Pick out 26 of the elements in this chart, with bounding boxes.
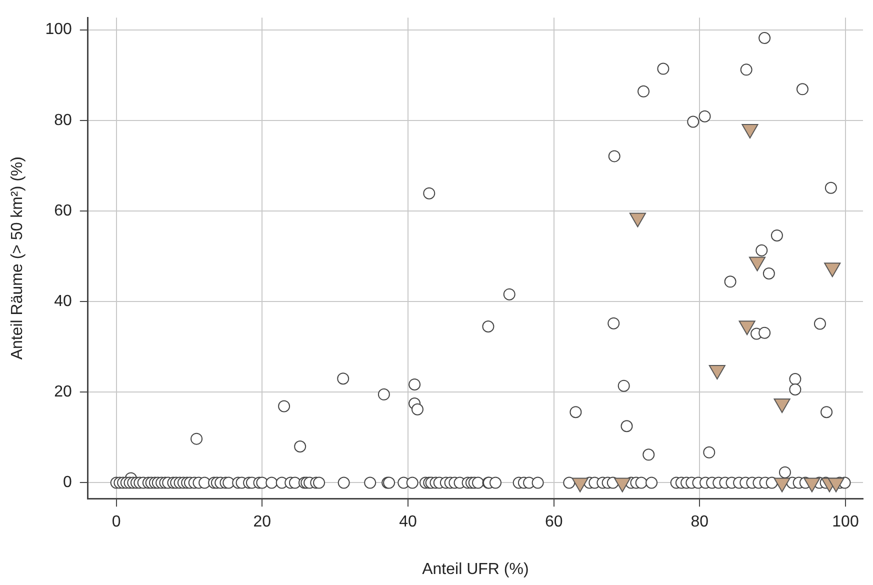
y-tick-label: 20: [54, 384, 72, 401]
x-axis-title: Anteil UFR (%): [422, 560, 529, 578]
point: [774, 478, 790, 492]
point: [738, 320, 756, 336]
x-tick-label: 20: [253, 514, 272, 531]
point: [824, 262, 841, 278]
point: [748, 256, 766, 272]
point: [572, 478, 588, 492]
x-tick-label: 80: [690, 514, 709, 531]
y-tick-label: 80: [54, 112, 72, 129]
point: [828, 478, 844, 492]
x-tick-label: 0: [112, 514, 121, 531]
y-tick-label: 60: [54, 202, 72, 220]
point: [629, 212, 646, 228]
point: [742, 124, 758, 139]
point: [708, 364, 726, 380]
y-axis-title: Anteil Räume (> 50 km²) (%): [9, 156, 26, 360]
point: [614, 478, 631, 492]
y-tick-label: 100: [45, 21, 72, 38]
x-tick-label: 100: [832, 514, 859, 531]
point: [804, 478, 820, 492]
x-tick-label: 40: [399, 514, 417, 531]
y-tick-label: 0: [62, 474, 72, 492]
x-tick-label: 60: [544, 514, 563, 531]
y-tick-label: 40: [54, 292, 72, 310]
point: [774, 398, 790, 413]
